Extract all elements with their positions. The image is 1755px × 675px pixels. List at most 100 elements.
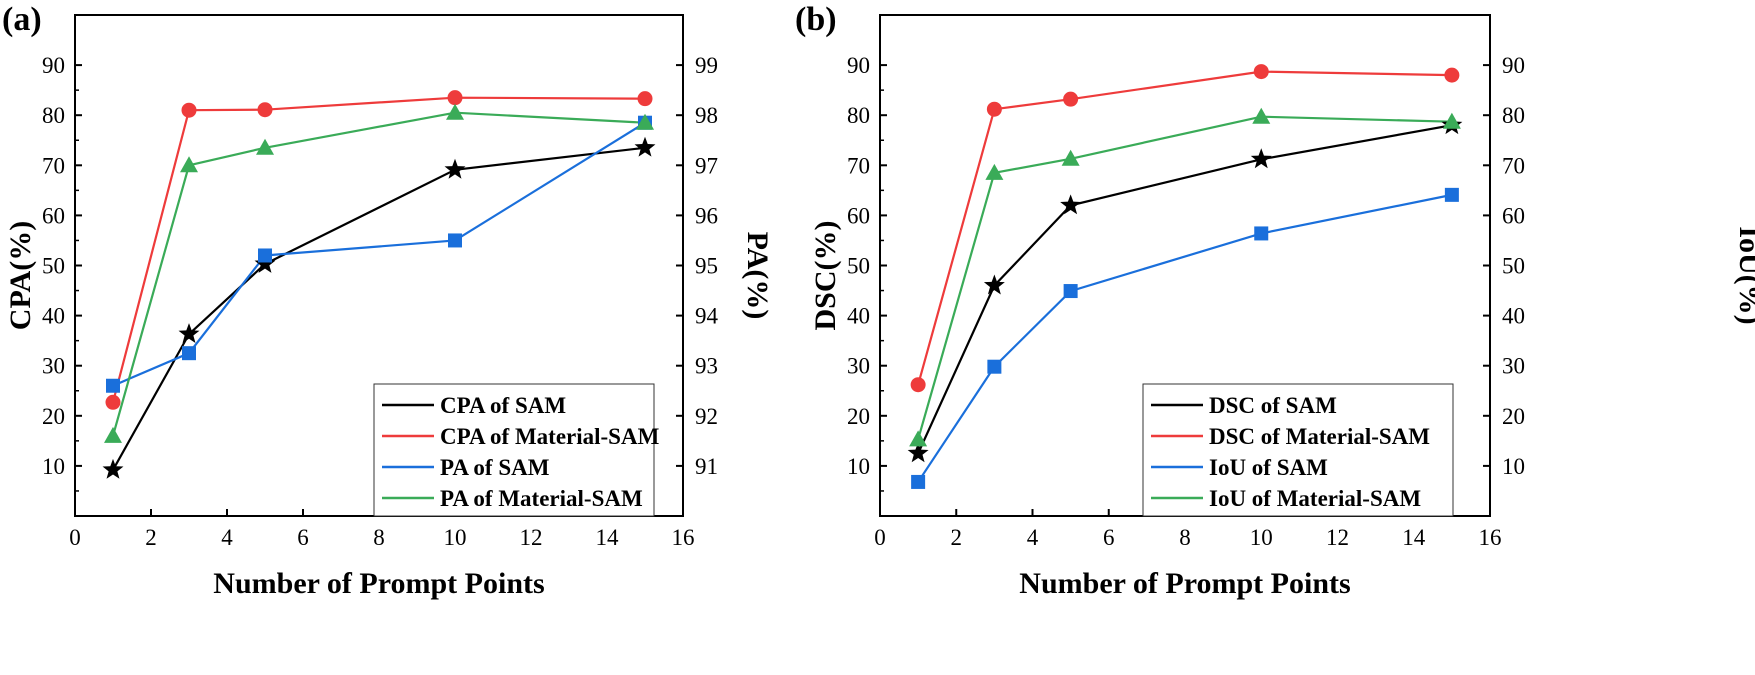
chart-b-x-tick-label: 4 <box>1027 525 1039 550</box>
chart-a-series-0-point <box>254 253 276 273</box>
chart-b-y-right-tick-label: 70 <box>1502 153 1525 178</box>
chart-b-series-3-point <box>1442 112 1461 129</box>
chart-a-y-left-tick-label: 30 <box>42 354 65 379</box>
chart-b-series-1-point <box>986 101 1002 117</box>
chart-b-y-left-tick-label: 20 <box>847 404 870 429</box>
chart-b-series-1-point <box>1444 67 1460 83</box>
chart-b-x-tick-label: 14 <box>1402 525 1426 550</box>
chart-a-y-right-tick-label: 93 <box>695 354 718 379</box>
chart-a-y-left-tick-label: 10 <box>42 454 65 479</box>
chart-b-series-0-point <box>1250 148 1272 169</box>
chart-a-x-tick-label: 16 <box>672 525 695 550</box>
chart-a-x-tick-label: 10 <box>444 525 467 550</box>
chart-b-series-3-point <box>909 430 928 447</box>
chart-b-series-2-point <box>987 359 1002 374</box>
chart-b-series-2-point <box>1254 226 1269 241</box>
chart-a-y-left-tick-label: 20 <box>42 404 65 429</box>
chart-a-series-2-point <box>182 346 196 361</box>
chart-b-y-left-tick-label: 70 <box>847 153 870 178</box>
chart-b-series-1-point <box>1253 64 1269 80</box>
chart-b-legend-label-2: IoU of SAM <box>1209 455 1328 480</box>
chart-a-y-left-tick-label: 50 <box>42 254 65 279</box>
chart-b-series-1-point <box>910 377 926 393</box>
chart-a-series-0-point <box>444 158 466 179</box>
chart-b-panel-label: (b) <box>795 1 837 38</box>
chart-b-series-3-point <box>1252 107 1271 124</box>
chart-b-legend-label-3: IoU of Material-SAM <box>1209 486 1421 511</box>
chart-b-y-left-tick-label: 30 <box>847 354 870 379</box>
chart-a-series-0-point <box>178 323 200 344</box>
chart-b-y-right-tick-label: 80 <box>1502 103 1525 128</box>
chart-a-panel-label: (a) <box>2 1 42 38</box>
chart-a-series-0-point <box>102 458 124 479</box>
chart-b-y-right-tick-label: 30 <box>1502 354 1525 379</box>
chart-b-y-right-tick-label: 60 <box>1502 203 1525 228</box>
chart-a-series-3-point <box>636 113 654 130</box>
chart-b-series-1-point <box>1063 91 1079 107</box>
chart-a-y-right-tick-label: 92 <box>695 404 718 429</box>
chart-a-series-3-point <box>104 426 122 443</box>
chart-a-series-1-point <box>257 102 273 118</box>
chart-a-x-tick-label: 0 <box>69 525 81 550</box>
chart-a-y-left-tick-label: 70 <box>42 153 65 178</box>
chart-b-x-tick-label: 6 <box>1103 525 1115 550</box>
chart-b-series-2-point <box>911 474 926 489</box>
chart-a-y-right-tick-label: 91 <box>695 454 718 479</box>
chart-a-legend-label-3: PA of Material-SAM <box>440 486 643 511</box>
chart-b-y-left-tick-label: 60 <box>847 203 870 228</box>
chart-b-x-tick-label: 2 <box>951 525 963 550</box>
chart-b-series-0-point <box>983 274 1005 295</box>
chart-a-legend-label-0: CPA of SAM <box>440 393 566 418</box>
chart-a-x-tick-label: 12 <box>520 525 543 550</box>
chart-b-y-right-tick-label: 10 <box>1502 454 1525 479</box>
chart-b-legend-label-1: DSC of Material-SAM <box>1209 424 1430 449</box>
chart-b-legend-label-0: DSC of SAM <box>1209 393 1337 418</box>
chart-a-series-1-point <box>637 91 653 107</box>
chart-b-x-tick-label: 16 <box>1479 525 1502 550</box>
chart-b-x-tick-label: 10 <box>1250 525 1273 550</box>
chart-a: (a) 0 2 4 6 8 10 12 14 16 10 20 30 40 50 60 70 80 90 91 92 93… <box>2 1 774 600</box>
chart-a-series-0-point <box>634 136 656 157</box>
chart-a-series-3-point <box>180 156 198 173</box>
chart-a-y-right-tick-label: 94 <box>695 304 719 329</box>
chart-a-x-axis-title: Number of Prompt Points <box>213 567 544 600</box>
chart-a-x-tick-label: 6 <box>297 525 309 550</box>
chart-b: (b) 0 2 4 6 8 10 12 14 16 10 20 30 40 50 60 70 80 90 10 20 30… <box>795 1 1755 600</box>
chart-b-series-2-point <box>1444 187 1459 202</box>
chart-a-series-2-point <box>258 248 272 263</box>
chart-a-y-left-tick-label: 40 <box>42 304 65 329</box>
chart-b-y-left-tick-label: 80 <box>847 103 870 128</box>
chart-b-y-left-tick-label: 10 <box>847 454 870 479</box>
chart-a-legend-label-1: CPA of Material-SAM <box>440 424 660 449</box>
chart-a-series-1-point <box>105 394 121 410</box>
chart-b-y-right-tick-label: 40 <box>1502 304 1525 329</box>
chart-a-y-right-tick-label: 96 <box>695 203 718 228</box>
chart-a-series-2-point <box>448 233 462 248</box>
chart-a-y-right-tick-label: 99 <box>695 53 718 78</box>
chart-b-y-left-tick-label: 90 <box>847 53 870 78</box>
chart-b-y-left-title: DSC(%) <box>809 221 842 331</box>
chart-a-legend-label-2: PA of SAM <box>440 455 550 480</box>
chart-a-x-tick-label: 4 <box>221 525 233 550</box>
chart-a-y-left-tick-label: 60 <box>42 203 65 228</box>
chart-b-y-left-tick-label: 50 <box>847 254 870 279</box>
chart-a-x-tick-label: 14 <box>596 525 620 550</box>
chart-b-y-right-tick-label: 20 <box>1502 404 1525 429</box>
chart-b-x-axis-title: Number of Prompt Points <box>1019 567 1350 600</box>
chart-a-x-tick-label: 2 <box>145 525 157 550</box>
chart-b-series-3-point <box>1061 149 1080 166</box>
chart-a-x-tick-label: 8 <box>373 525 385 550</box>
chart-a-series-3-point <box>446 103 464 120</box>
chart-b-x-tick-label: 0 <box>874 525 886 550</box>
chart-b-series-0-point <box>907 442 929 463</box>
chart-a-series-1-point <box>447 90 463 106</box>
chart-a-series-1-point <box>181 102 197 118</box>
chart-b-y-left-tick-label: 40 <box>847 304 870 329</box>
chart-b-series-2-point <box>1063 284 1078 299</box>
chart-a-y-left-title: CPA(%) <box>4 221 37 330</box>
chart-a-y-left-tick-label: 90 <box>42 53 65 78</box>
chart-a-series-2-point <box>106 378 120 393</box>
chart-a-y-right-tick-label: 95 <box>695 254 718 279</box>
chart-b-y-right-title: IoU(%) <box>1733 226 1755 324</box>
